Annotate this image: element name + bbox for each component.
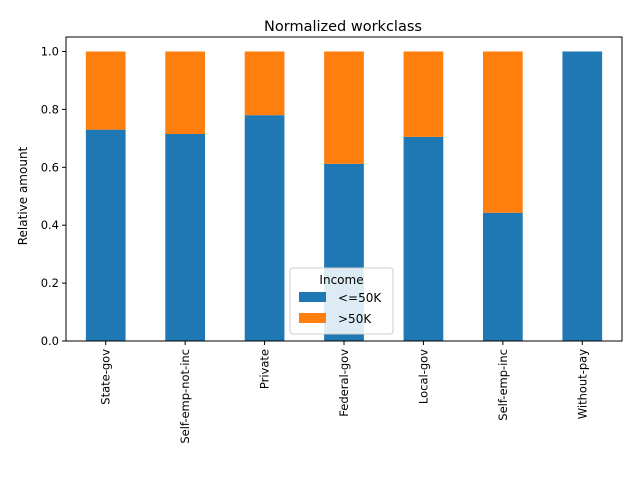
y-tick-label: 0.0	[41, 334, 59, 348]
bar-federal-gov-series-1	[324, 51, 364, 164]
x-tick-label: Self-emp-not-inc	[178, 349, 192, 444]
y-tick-label: 0.4	[41, 218, 59, 232]
bar-self-emp-inc-series-0	[483, 212, 523, 341]
y-tick-label: 0.6	[41, 160, 59, 174]
y-tick-label: 1.0	[41, 44, 59, 58]
x-tick-label: Self-emp-inc	[496, 349, 510, 421]
bar-self-emp-not-inc-series-0	[165, 133, 205, 341]
legend: Income <=50K >50K	[289, 267, 394, 335]
plot-layer	[85, 51, 603, 341]
x-tick-label: Federal-gov	[337, 349, 351, 417]
legend-label: >50K	[338, 312, 372, 326]
bar-local-gov-series-1	[403, 51, 444, 137]
x-tick-label: State-gov	[99, 349, 113, 405]
bar-self-emp-inc-series-1	[483, 51, 523, 213]
y-axis-label: Relative amount	[16, 146, 30, 245]
y-tick-label: 0.2	[41, 276, 59, 290]
x-tick-label: Without-pay	[575, 349, 589, 419]
x-tick-label: Private	[258, 349, 272, 389]
bar-local-gov-series-0	[403, 136, 444, 341]
bar-state-gov-series-0	[85, 129, 126, 341]
legend-title: Income	[319, 273, 363, 287]
legend-label: <=50K	[338, 291, 382, 305]
chart-title: Normalized workclass	[264, 19, 422, 35]
axes-layer: 0.0 0.2 0.4 0.6 0.8 1.0 State-gov Self-emp-not-…	[41, 36, 623, 444]
x-tick-label: Local-gov	[416, 349, 430, 404]
y-tick-label: 0.8	[41, 102, 59, 116]
legend-swatch	[299, 313, 326, 323]
bar-private-series-1	[244, 51, 285, 116]
bar-state-gov-series-1	[85, 51, 126, 130]
bar-self-emp-not-inc-series-1	[165, 51, 205, 134]
bar-without-pay-series-0	[562, 51, 603, 341]
bar-private-series-0	[244, 115, 285, 341]
legend-swatch	[299, 292, 326, 302]
